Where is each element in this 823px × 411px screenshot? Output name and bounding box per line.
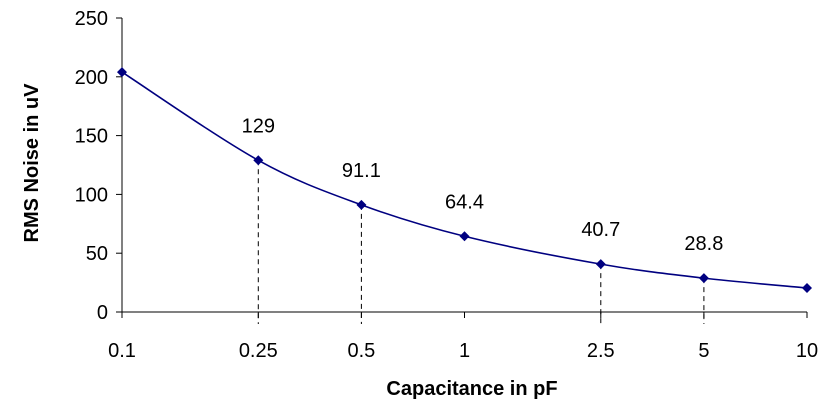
data-label: 40.7 xyxy=(581,219,620,241)
data-label: 28.8 xyxy=(684,233,723,255)
data-point xyxy=(117,67,127,78)
x-axis: 0.1 0.25 0.5 1 2.5 5 10 xyxy=(108,311,818,362)
series-line xyxy=(121,71,808,289)
data-label: 129 xyxy=(242,115,275,137)
series-layer xyxy=(117,67,812,294)
y-axis: 0 50 100 150 200 250 xyxy=(75,8,123,324)
data-labels: 129 91.1 64.4 40.7 28.8 xyxy=(242,115,724,255)
data-point xyxy=(356,199,367,210)
x-tick-label: 5 xyxy=(698,340,709,362)
data-point xyxy=(459,231,470,242)
drop-lines xyxy=(257,160,705,324)
y-tick-label: 0 xyxy=(97,302,108,324)
x-tick-label: 0.25 xyxy=(239,340,278,362)
data-point xyxy=(802,283,812,294)
y-axis-title: RMS Noise in uV xyxy=(21,83,43,243)
y-tick-label: 100 xyxy=(75,184,108,206)
data-label: 91.1 xyxy=(342,160,381,182)
y-tick-label: 200 xyxy=(75,67,108,89)
x-axis-title: Capacitance in pF xyxy=(386,378,557,400)
y-tick-label: 50 xyxy=(86,243,108,265)
data-point xyxy=(698,273,709,284)
x-tick-label: 0.1 xyxy=(108,340,136,362)
y-tick-label: 150 xyxy=(75,126,108,148)
x-tick-label: 0.5 xyxy=(347,340,375,362)
data-label: 64.4 xyxy=(445,191,484,213)
x-tick-label: 2.5 xyxy=(587,340,615,362)
x-tick-label: 1 xyxy=(459,340,470,362)
data-point xyxy=(253,155,264,166)
x-tick-label: 10 xyxy=(796,340,818,362)
y-tick-label: 250 xyxy=(75,8,108,30)
data-point xyxy=(595,259,606,270)
